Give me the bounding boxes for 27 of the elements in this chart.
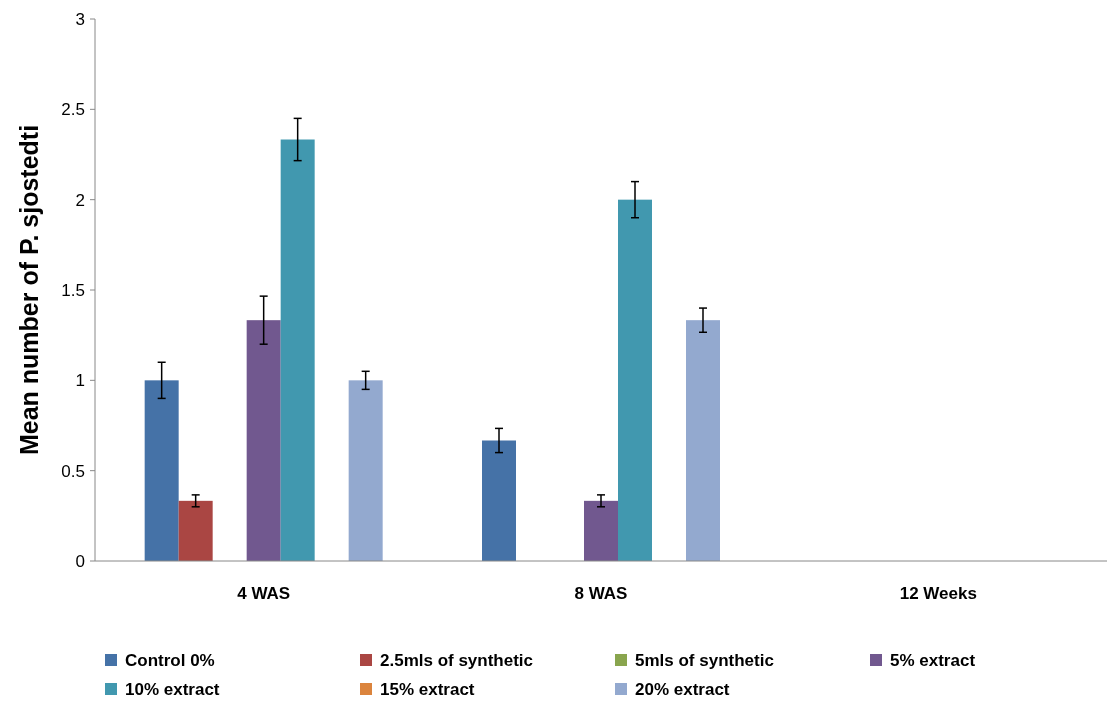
- bar: [246, 320, 281, 561]
- x-tick-label: 8 WAS: [574, 584, 628, 603]
- bar: [686, 320, 720, 561]
- legend-label: 10% extract: [125, 679, 220, 699]
- legend-label: 5mls of synthetic: [635, 650, 774, 670]
- legend-label: Control 0%: [125, 650, 215, 670]
- y-axis-title: Mean number of P. sjostedti: [15, 124, 43, 456]
- x-tick-label: 12 Weeks: [899, 584, 977, 603]
- bar: [482, 440, 516, 561]
- y-tick-label: 3: [75, 9, 85, 29]
- x-tick-label: 4 WAS: [237, 584, 291, 603]
- y-tick-label: 0: [75, 551, 85, 571]
- y-tick-label: 0.5: [61, 461, 85, 481]
- bar: [618, 199, 652, 561]
- bar: [280, 139, 315, 561]
- y-tick-label: 2.5: [61, 100, 85, 120]
- y-tick-label: 1.5: [61, 280, 85, 300]
- y-tick-label: 1: [75, 371, 85, 391]
- legend-label: 5% extract: [890, 650, 976, 670]
- legend-label: 20% extract: [635, 679, 730, 699]
- bar: [584, 500, 618, 561]
- bar: [178, 500, 213, 561]
- bar: [348, 380, 383, 561]
- legend-label: 2.5mls of synthetic: [380, 650, 534, 670]
- legend-label: 15% extract: [380, 679, 475, 699]
- y-tick-label: 2: [75, 190, 85, 210]
- bar: [144, 380, 179, 561]
